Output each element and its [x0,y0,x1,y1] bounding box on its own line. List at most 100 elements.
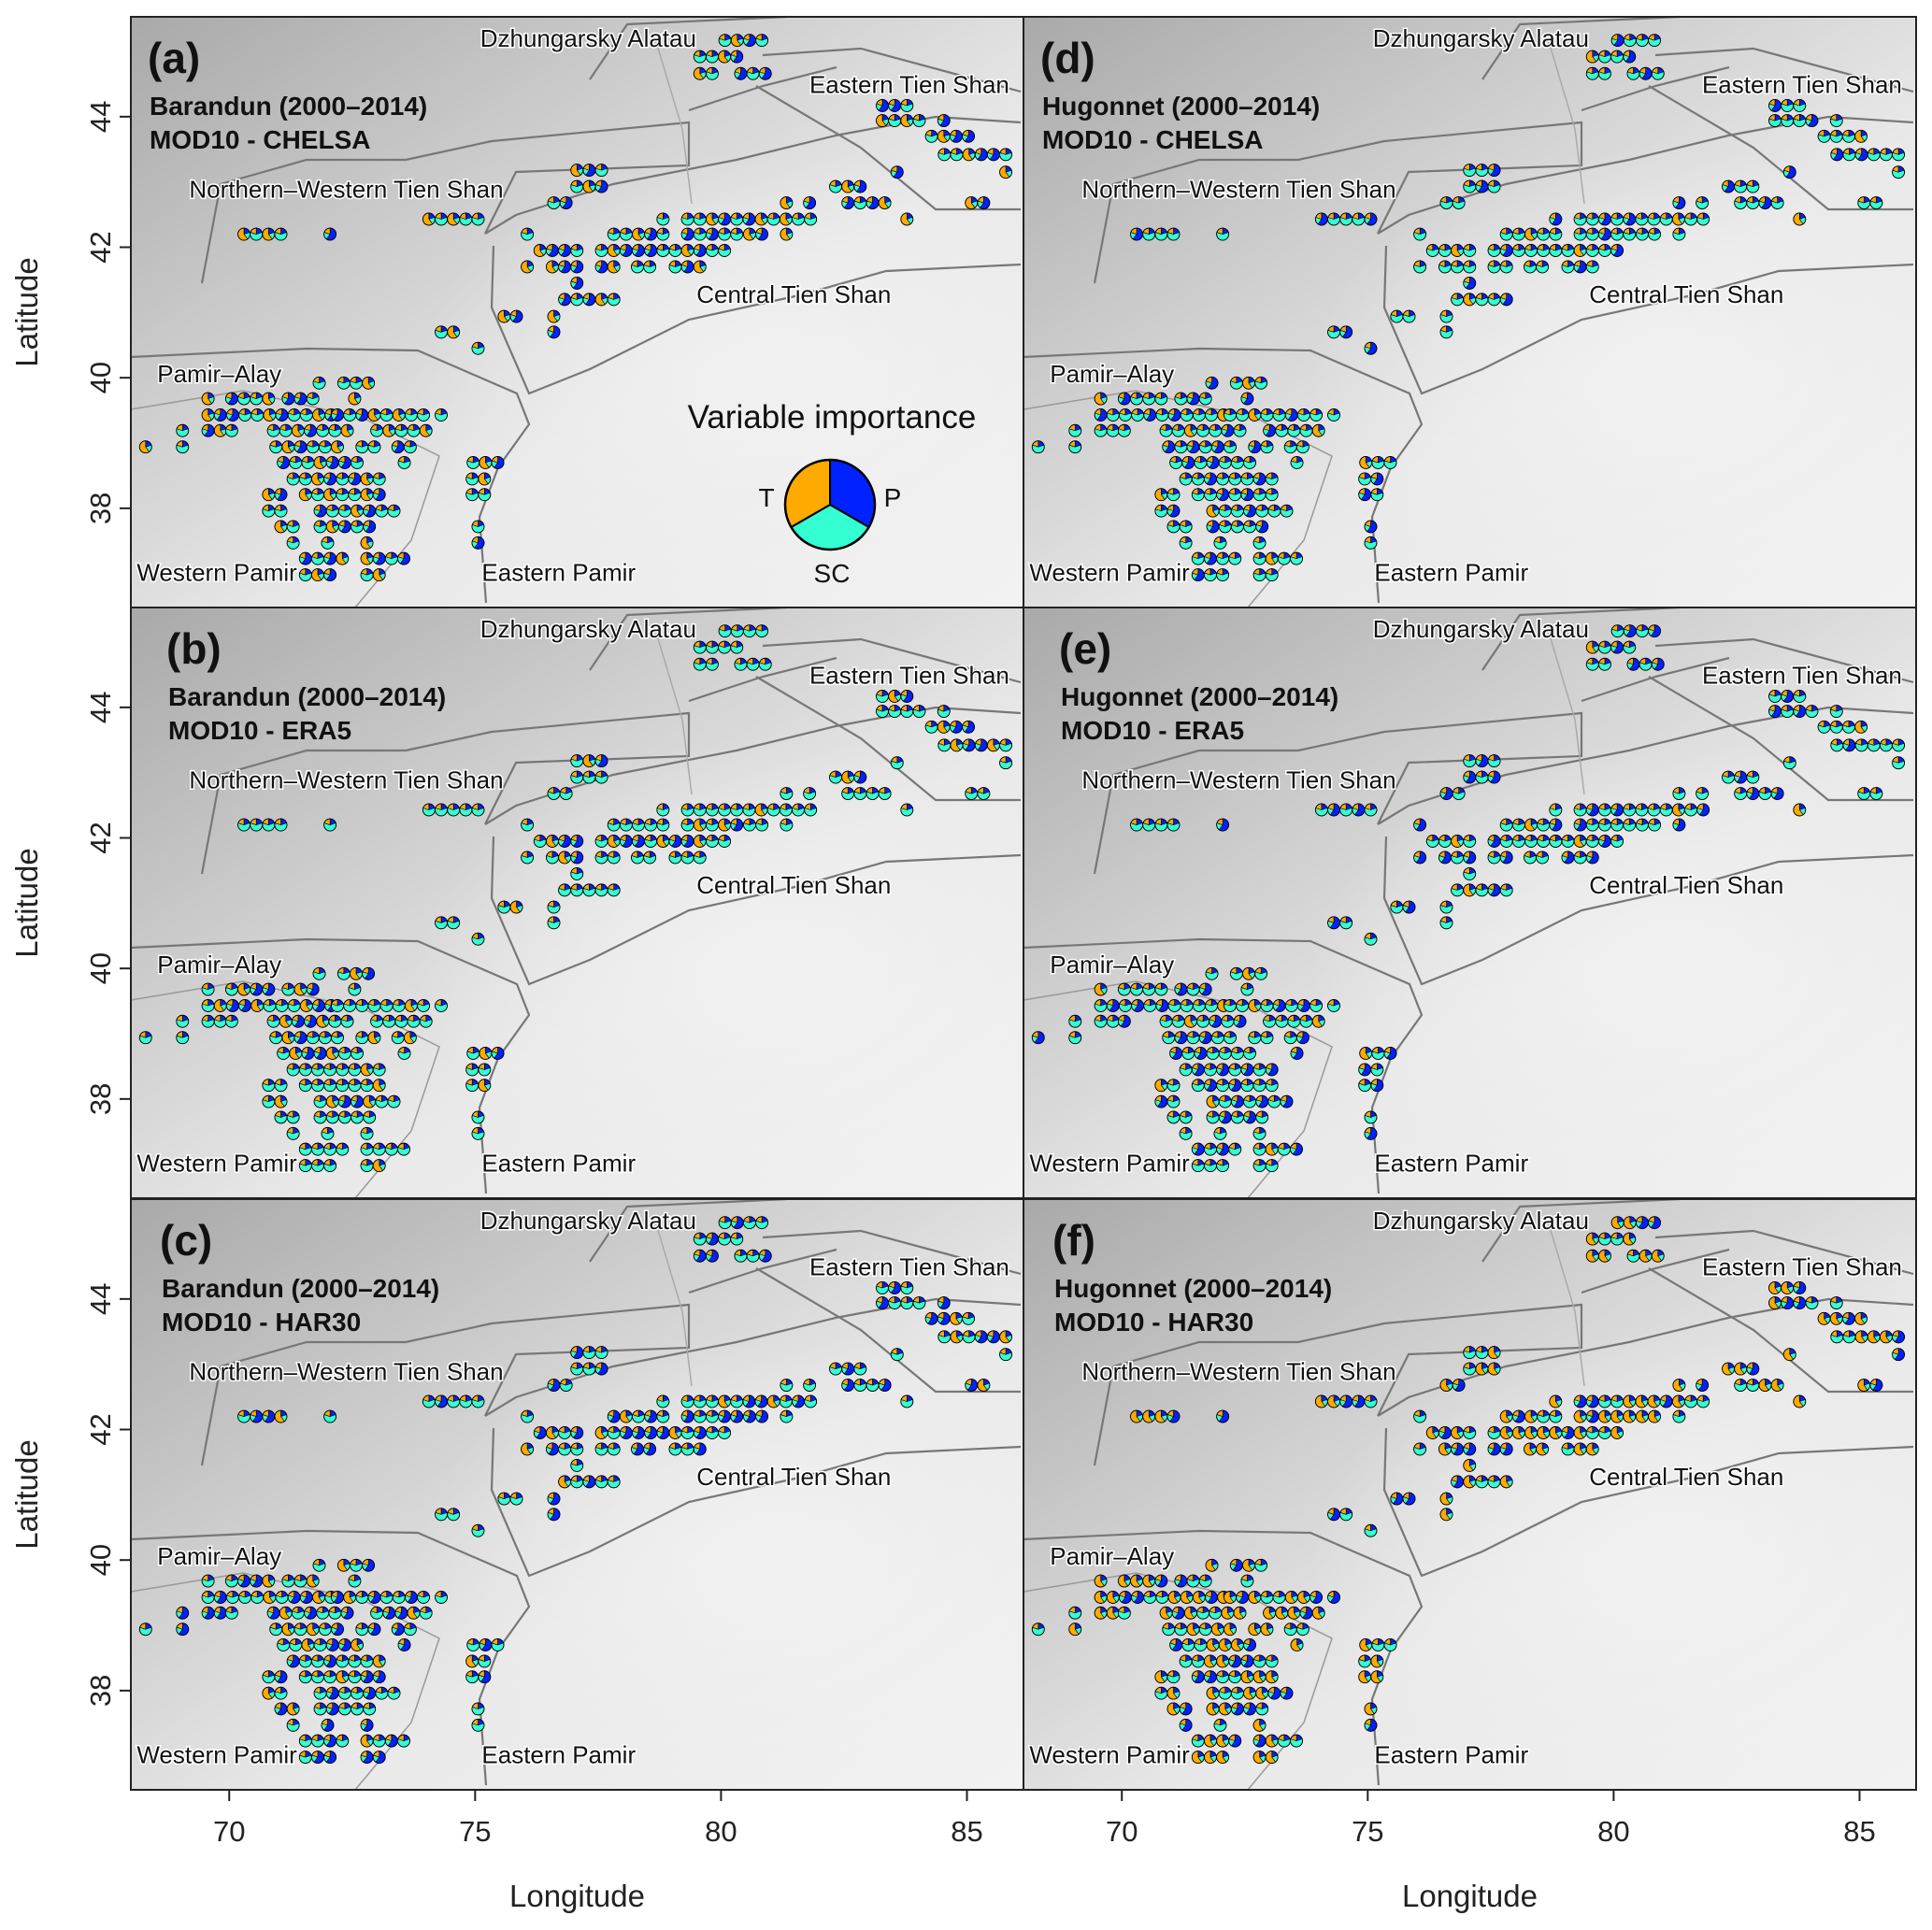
glacier-cell-pie [570,260,584,274]
region-label: Eastern Pamir [481,1149,636,1177]
glacier-cell-pie [730,1394,744,1408]
glacier-cell-pie [1263,423,1277,437]
glacier-cell-pie [937,129,951,143]
glacier-cell-pie [866,787,880,800]
glacier-cell-pie [1117,423,1131,437]
glacier-cell-pie [337,1047,351,1060]
glacier-cell-pie [1243,456,1256,469]
glacier-cell-pie [350,1558,363,1572]
region-label: Eastern Pamir [481,1740,636,1768]
glacier-cell-pie [176,1623,190,1637]
glacier-cell-pie [312,376,326,390]
glacier-cell-pie [1635,227,1649,241]
glacier-cell-pie [360,551,374,565]
glacier-cell-pie [336,1079,350,1093]
glacier-cell-pie [974,1330,988,1344]
glacier-cell-pie [262,1574,276,1588]
glacier-cell-pie [250,999,265,1012]
glacier-cell-pie [372,1079,386,1093]
glacier-cell-pie [459,1394,473,1408]
glacier-cell-pie [1260,408,1274,422]
glacier-cell-pie [829,1362,842,1376]
glacier-cell-pie [559,196,573,209]
glacier-cell-pie [367,440,381,454]
glacier-cell-pie [1597,227,1611,241]
glacier-cell-pie [337,1094,351,1108]
glacier-cell-pie [693,1442,707,1456]
glacier-cell-pie [1854,148,1868,162]
glacier-cell-pie [693,244,707,257]
glacier-cell-pie [705,1409,719,1423]
glacier-cell-pie [718,640,732,654]
glacier-cell-pie [594,293,608,307]
glacier-cell-pie [325,1047,339,1060]
glacier-cell-pie [138,1623,152,1637]
glacier-cell-pie [262,1670,276,1684]
glacier-cell-pie [465,488,479,502]
glacier-cell-pie [680,851,694,865]
glacier-cell-pie [1248,408,1262,422]
glacier-cell-pie [277,456,291,469]
glacier-cell-pie [900,705,914,718]
glacier-cell-pie [479,1047,493,1060]
glacier-cell-pie [965,787,979,800]
glacier-cell-pie [497,900,511,914]
glacier-cell-pie [1240,472,1254,486]
pie-outline [878,196,892,209]
glacier-cell-pie [1585,260,1599,274]
glacier-cell-pie [1210,440,1224,454]
glacier-cell-pie [730,212,744,226]
glacier-cell-pie [325,1702,339,1716]
glacier-cell-pie [312,1558,326,1572]
glacier-cell-pie [384,1734,398,1748]
glacier-cell-pie [644,1409,658,1423]
glacier-cell-pie [718,1426,732,1439]
glacier-cell-pie [718,803,732,817]
glacier-cell-pie [372,1159,386,1173]
glacier-cell-pie [417,1591,431,1604]
glacier-cell-pie [607,851,621,865]
glacier-cell-pie [900,1394,914,1408]
glacier-cell-pie [478,1670,492,1684]
glacier-cell-pie [299,408,313,422]
glacier-cell-pie [1746,179,1760,193]
glacier-cell-pie [1623,227,1637,241]
region-label: Central Tien Shan [696,280,891,308]
glacier-cell-pie [1359,456,1373,469]
glacier-cell-pie [558,835,572,848]
glacier-cell-pie [1265,472,1279,486]
glacier-cell-pie [1867,148,1881,162]
glacier-cell-pie [355,1591,369,1604]
glacier-cell-pie [1236,408,1250,422]
glacier-cell-pie [1191,488,1205,502]
glacier-cell-pie [312,999,325,1012]
glacier-cell-pie [999,148,1013,162]
glacier-cell-pie [262,1094,276,1108]
glacier-cell-pie [323,1734,337,1748]
glacier-cell-pie [1155,408,1169,422]
glacier-cell-pie [876,1281,889,1294]
glacier-cell-pie [403,440,417,454]
glacier-cell-pie [755,1409,769,1423]
glacier-cell-pie [1573,212,1587,226]
glacier-cell-pie [656,212,670,226]
pie-outline [274,504,288,518]
pie-outline [372,568,386,582]
glacier-cell-pie [680,244,694,257]
glacier-cell-pie [336,1142,350,1156]
glacier-cell-pie [397,1047,411,1060]
glacier-cell-pie [299,999,313,1012]
glacier-cell-pie [1659,212,1673,226]
glacier-cell-pie [1438,260,1452,274]
glacier-cell-pie [999,1348,1013,1362]
glacier-cell-pie [310,1751,324,1765]
glacier-cell-pie [1167,408,1181,422]
glacier-cell-pie [547,916,561,930]
glacier-cell-pie [803,1379,817,1392]
glacier-cell-pie [607,244,621,257]
glacier-cell-pie [403,1031,417,1045]
glacier-cell-pie [262,392,276,406]
pie-outline [758,66,772,80]
glacier-cell-pie [853,1362,867,1376]
